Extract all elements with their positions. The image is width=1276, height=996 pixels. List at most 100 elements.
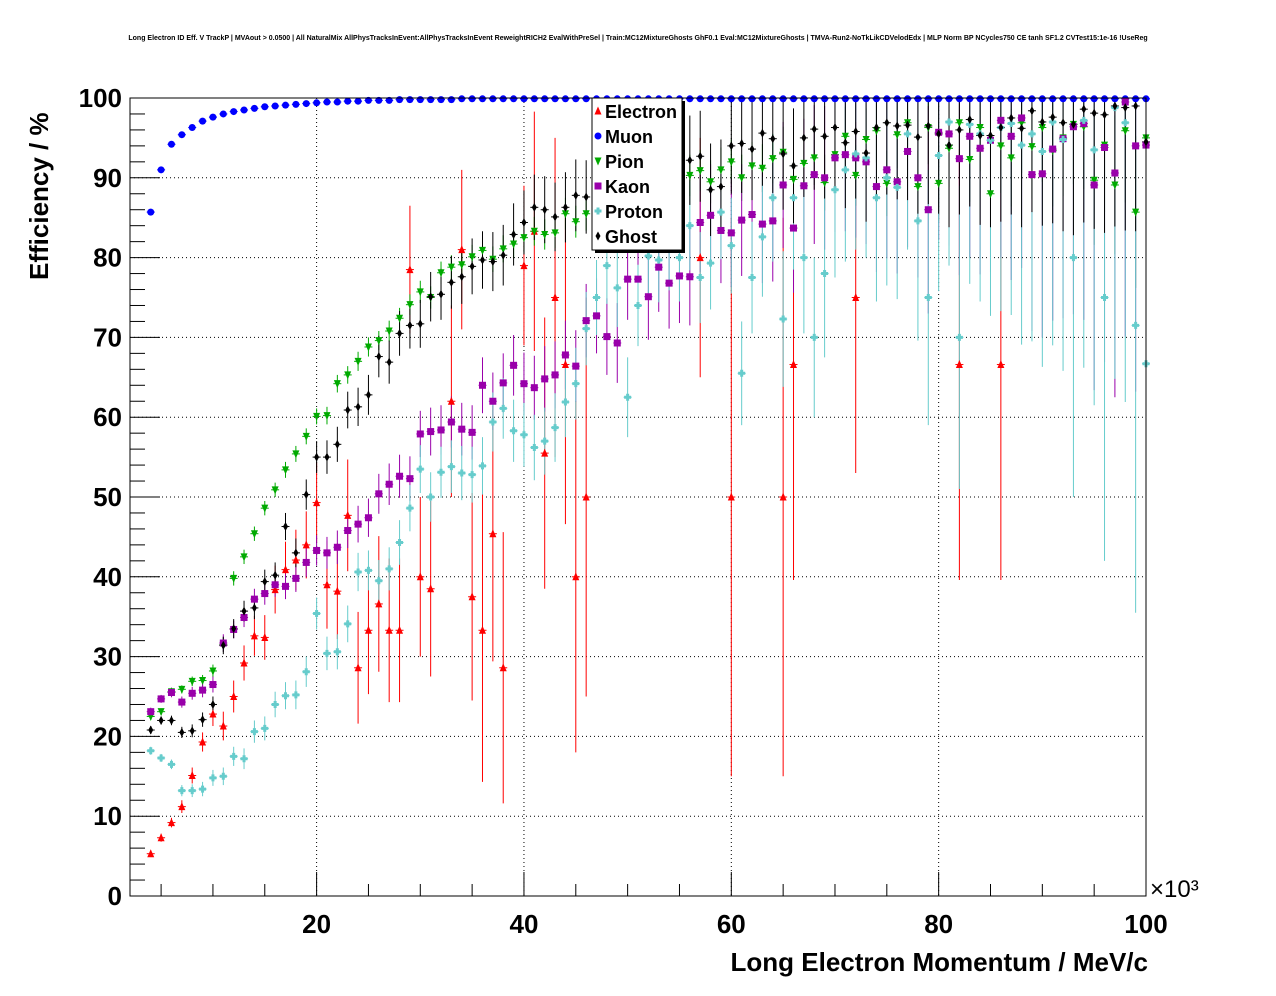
data-point: [437, 269, 445, 278]
data-point: [344, 527, 352, 535]
data-point: [551, 95, 559, 103]
data-point: [561, 210, 569, 219]
data-point: [417, 319, 423, 329]
data-point: [997, 116, 1005, 124]
data-point: [354, 97, 362, 105]
data-point: [520, 95, 528, 103]
data-point: [510, 95, 518, 103]
series-ghost: [148, 101, 1149, 737]
data-point: [520, 261, 528, 270]
data-point: [862, 154, 870, 162]
data-point: [188, 124, 196, 132]
data-point: [541, 448, 549, 457]
data-point: [261, 724, 269, 732]
data-point: [572, 218, 580, 227]
data-point: [1101, 95, 1109, 103]
data-point: [955, 333, 963, 341]
data-point: [427, 428, 435, 436]
data-point: [841, 151, 849, 159]
data-point: [1090, 181, 1098, 189]
data-point: [976, 124, 984, 133]
data-point: [852, 171, 860, 180]
data-point: [727, 95, 735, 103]
data-point: [770, 134, 776, 144]
data-point: [333, 543, 341, 551]
data-point: [188, 689, 196, 697]
data-point: [345, 405, 351, 415]
data-point: [293, 548, 299, 558]
data-point: [167, 689, 175, 697]
data-point: [872, 95, 880, 103]
data-point: [925, 121, 931, 131]
data-point: [261, 590, 269, 598]
data-point: [582, 492, 590, 501]
data-point: [468, 253, 476, 262]
data-point: [302, 540, 310, 549]
legend-label-proton: Proton: [605, 202, 663, 222]
data-point: [1007, 132, 1015, 140]
data-point: [458, 425, 466, 433]
data-point: [427, 493, 435, 501]
data-point: [292, 450, 300, 459]
data-point: [406, 475, 414, 483]
data-point: [1091, 108, 1097, 118]
data-point: [1028, 95, 1036, 103]
data-point: [748, 274, 756, 282]
data-point: [686, 95, 694, 103]
data-point: [438, 289, 444, 299]
data-point: [707, 178, 715, 187]
data-point: [542, 205, 548, 215]
data-point: [687, 155, 693, 165]
data-point: [791, 161, 797, 171]
data-point: [832, 123, 838, 133]
data-point: [209, 709, 217, 718]
data-point: [810, 333, 818, 341]
data-point: [572, 362, 580, 370]
legend-label-muon: Muon: [605, 127, 653, 147]
data-point: [811, 124, 817, 134]
data-point: [1102, 110, 1108, 120]
data-point: [416, 465, 424, 473]
data-point: [946, 140, 952, 150]
data-point: [986, 190, 994, 199]
y-tick-label: 80: [93, 243, 122, 273]
data-point: [189, 726, 195, 736]
data-point: [1049, 145, 1057, 153]
data-point: [1132, 208, 1140, 217]
data-point: [478, 625, 486, 634]
data-point: [759, 128, 765, 138]
data-point: [841, 166, 849, 174]
data-point: [1111, 169, 1119, 177]
data-point: [997, 95, 1005, 103]
legend-marker-kaon: [594, 182, 602, 190]
data-point: [748, 162, 756, 171]
data-point: [915, 132, 921, 142]
data-point: [396, 472, 404, 480]
data-point: [997, 360, 1005, 369]
data-point: [375, 599, 383, 608]
data-point: [344, 620, 352, 628]
data-point: [1080, 95, 1088, 103]
data-point: [147, 208, 155, 216]
data-point: [541, 375, 549, 383]
data-point: [1039, 117, 1045, 127]
legend-marker-electron: [594, 106, 602, 115]
data-point: [209, 113, 217, 121]
data-point: [634, 275, 642, 283]
legend-label-kaon: Kaon: [605, 177, 650, 197]
data-point: [800, 182, 808, 190]
data-point: [873, 123, 879, 133]
data-point: [521, 217, 527, 227]
data-point: [302, 668, 310, 676]
data-point: [686, 273, 694, 281]
data-point: [447, 263, 455, 272]
data-point: [354, 663, 362, 672]
x-tick-label: 100: [1124, 909, 1167, 939]
data-point: [561, 360, 569, 369]
data-point: [333, 648, 341, 656]
data-point: [406, 504, 414, 512]
data-point: [478, 95, 486, 103]
data-point: [499, 404, 507, 412]
data-point: [157, 695, 165, 703]
data-point: [624, 393, 632, 401]
